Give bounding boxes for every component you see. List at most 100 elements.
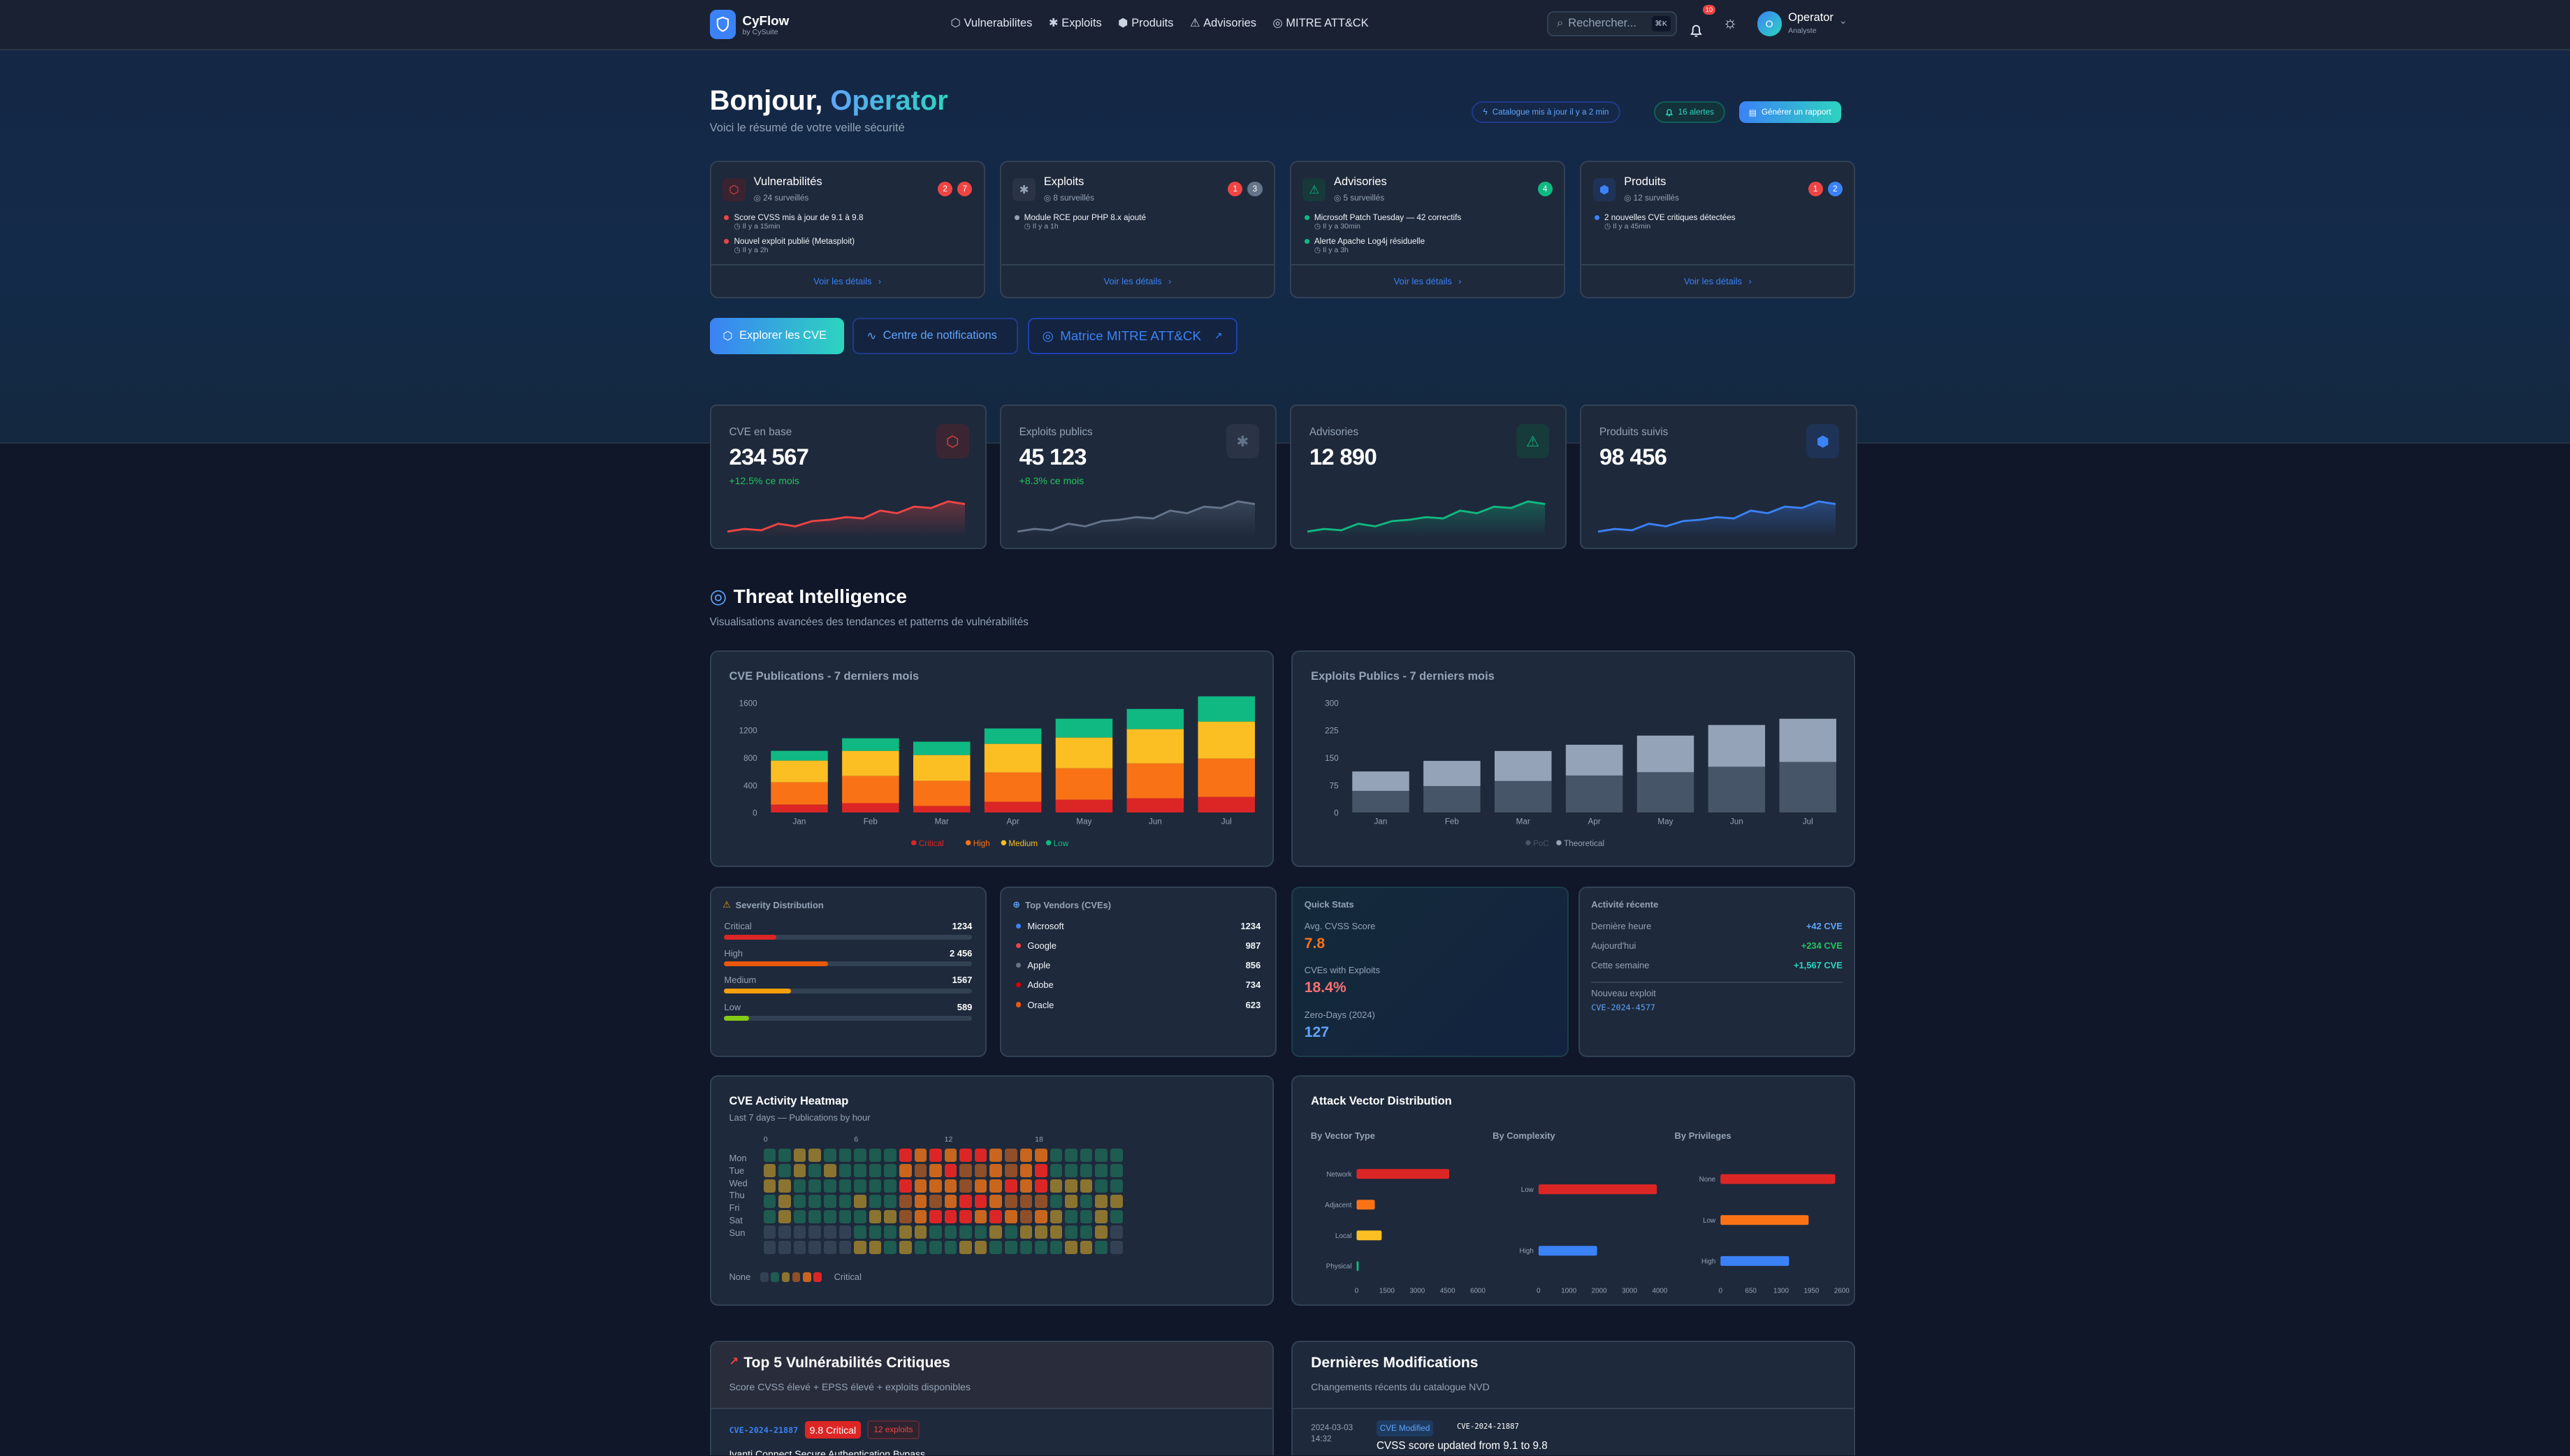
heatmap-cell[interactable] [1110,1210,1123,1223]
heatmap-cell[interactable] [824,1241,836,1254]
heatmap-cell[interactable] [929,1210,942,1223]
heatmap-cell[interactable] [1065,1195,1077,1208]
heatmap-cell[interactable] [778,1210,791,1223]
heatmap-cell[interactable] [838,1148,852,1162]
heatmap-cell[interactable] [793,1225,806,1239]
heatmap-cell[interactable] [808,1148,822,1162]
heatmap-cell[interactable] [899,1195,912,1208]
heatmap-cell[interactable] [899,1179,912,1193]
theme-toggle-sun-icon[interactable]: ☼ [1722,13,1738,31]
heatmap-cell[interactable] [1004,1148,1017,1162]
vendor-row[interactable]: Oracle 623 [1015,1000,1261,1010]
heatmap-cell[interactable] [1019,1210,1033,1223]
heatmap-cell[interactable] [793,1195,806,1208]
heatmap-cell[interactable] [793,1148,806,1162]
heatmap-cell[interactable] [1065,1225,1077,1239]
list-item[interactable]: Score CVSS mis à jour de 9.1 à 9.8 ◷ Il y… [724,213,973,231]
heatmap-cell[interactable] [793,1210,806,1223]
heatmap-cell[interactable] [1050,1179,1063,1193]
heatmap-cell[interactable] [778,1225,791,1239]
heatmap-cell[interactable] [1065,1148,1077,1162]
heatmap-cell[interactable] [1080,1148,1093,1162]
heatmap-cell[interactable] [763,1179,776,1193]
heatmap-cell[interactable] [778,1179,791,1193]
heatmap-cell[interactable] [778,1164,791,1177]
heatmap-cell[interactable] [914,1148,927,1162]
mitre-matrix-button[interactable]: ◎ Matrice MITRE ATT&CK ↗ [1027,318,1237,354]
heatmap-cell[interactable] [1065,1164,1077,1177]
heatmap-cell[interactable] [1110,1195,1123,1208]
heatmap-cell[interactable] [884,1148,896,1162]
heatmap-cell[interactable] [763,1241,776,1254]
heatmap-cell[interactable] [914,1210,927,1223]
heatmap-cell[interactable] [1035,1148,1047,1162]
heatmap-cell[interactable] [778,1241,791,1254]
heatmap-cell[interactable] [929,1179,942,1193]
heatmap-cell[interactable] [1080,1179,1093,1193]
alerts-badge[interactable]: 16 alertes [1653,101,1726,123]
heatmap-cell[interactable] [869,1164,882,1177]
heatmap-cell[interactable] [824,1195,836,1208]
heatmap-cell[interactable] [869,1148,882,1162]
heatmap-cell[interactable] [914,1195,927,1208]
heatmap-cell[interactable] [1050,1164,1063,1177]
nav-link-mitre-att-ck[interactable]: ◎ MITRE ATT&CK [1272,16,1368,30]
heatmap-cell[interactable] [838,1210,852,1223]
new-exploit-cve-link[interactable]: CVE-2024-4577 [1591,1003,1655,1013]
nav-link-advisories[interactable]: ⚠ Advisories [1190,16,1256,30]
heatmap-cell[interactable] [884,1210,896,1223]
heatmap-cell[interactable] [929,1195,942,1208]
app-logo[interactable]: CyFlow by CySuite [709,10,789,40]
heatmap-cell[interactable] [989,1210,1002,1223]
heatmap-cell[interactable] [884,1241,896,1254]
heatmap-cell[interactable] [763,1195,776,1208]
heatmap-cell[interactable] [884,1195,896,1208]
list-item[interactable]: Nouvel exploit publié (Metasploit) ◷ Il y… [724,237,973,254]
heatmap-cell[interactable] [854,1148,866,1162]
heatmap-cell[interactable] [1019,1225,1033,1239]
heatmap-cell[interactable] [1080,1225,1093,1239]
heatmap-cell[interactable] [989,1148,1002,1162]
heatmap-cell[interactable] [1035,1210,1047,1223]
heatmap-cell[interactable] [1095,1241,1108,1254]
heatmap-cell[interactable] [1110,1241,1123,1254]
heatmap-cell[interactable] [974,1179,987,1193]
heatmap-cell[interactable] [1110,1148,1123,1162]
heatmap-cell[interactable] [854,1210,866,1223]
heatmap-cell[interactable] [1095,1225,1108,1239]
heatmap-cell[interactable] [763,1225,776,1239]
heatmap-cell[interactable] [808,1164,822,1177]
heatmap-cell[interactable] [944,1164,957,1177]
heatmap-cell[interactable] [974,1148,987,1162]
heatmap-cell[interactable] [929,1241,942,1254]
heatmap-cell[interactable] [929,1225,942,1239]
heatmap-cell[interactable] [869,1225,882,1239]
heatmap-cell[interactable] [838,1179,852,1193]
heatmap-cell[interactable] [1035,1225,1047,1239]
heatmap-cell[interactable] [959,1179,972,1193]
heatmap-cell[interactable] [899,1241,912,1254]
view-details-link[interactable]: Voir les détails › [1001,264,1274,297]
heatmap-cell[interactable] [1050,1195,1063,1208]
heatmap-cell[interactable] [899,1164,912,1177]
heatmap-cell[interactable] [869,1210,882,1223]
heatmap-cell[interactable] [884,1225,896,1239]
heatmap-cell[interactable] [974,1164,987,1177]
heatmap-cell[interactable] [808,1225,822,1239]
heatmap-cell[interactable] [959,1148,972,1162]
heatmap-cell[interactable] [989,1241,1002,1254]
heatmap-cell[interactable] [854,1241,866,1254]
vendor-row[interactable]: Google 987 [1015,940,1261,951]
list-item[interactable]: Module RCE pour PHP 8.x ajouté ◷ Il y a 1… [1014,213,1264,231]
heatmap-cell[interactable] [763,1210,776,1223]
heatmap-cell[interactable] [824,1148,836,1162]
heatmap-cell[interactable] [793,1179,806,1193]
heatmap-cell[interactable] [1019,1148,1033,1162]
cve-id-link[interactable]: CVE-2024-21887 [729,1425,799,1435]
avatar[interactable]: O [1757,11,1782,36]
heatmap-cell[interactable] [1050,1210,1063,1223]
view-details-link[interactable]: Voir les détails › [711,264,984,297]
heatmap-cell[interactable] [944,1210,957,1223]
heatmap-cell[interactable] [1004,1195,1017,1208]
heatmap-cell[interactable] [854,1195,866,1208]
